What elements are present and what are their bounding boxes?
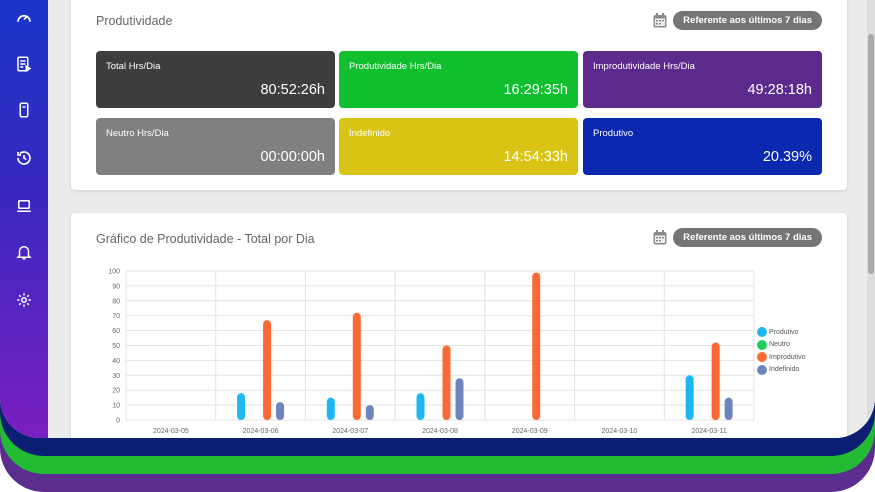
calendar-icon[interactable] (653, 230, 667, 245)
x-tick-label: 2024-03-08 (422, 428, 458, 435)
y-tick-label: 50 (112, 343, 120, 350)
calendar-icon[interactable] (653, 13, 667, 28)
stat-undefined-hours: Indefinido 14:54:33h (339, 118, 578, 175)
laptop-icon[interactable] (14, 196, 34, 216)
bar-improdutivo (532, 272, 541, 420)
scrollbar[interactable] (867, 0, 875, 438)
period-filter: Referente aos últimos 7 dias (653, 228, 822, 247)
stat-value: 00:00:00h (260, 149, 325, 165)
bar-indefinido (276, 402, 285, 420)
sidebar (0, 0, 48, 438)
stat-label: Indefinido (349, 128, 391, 139)
bar-indefinido (455, 378, 464, 420)
legend-swatch (757, 364, 767, 375)
app-screen: Produtividade Referente aos últimos 7 di… (0, 0, 875, 438)
y-tick-label: 90 (112, 283, 120, 290)
legend-label: Improdutivo (769, 353, 806, 361)
x-tick-label: 2024-03-07 (332, 428, 368, 435)
y-tick-label: 0 (116, 418, 120, 425)
stat-label: Neutro Hrs/Dia (106, 128, 169, 139)
stat-value: 80:52:26h (260, 82, 325, 98)
chart-card: Gráfico de Produtividade - Total por Dia… (71, 213, 847, 438)
stat-label: Total Hrs/Dia (106, 61, 161, 72)
legend-item[interactable]: Improdutivo (757, 351, 806, 364)
stat-unproductive-hours: Improdutividade Hrs/Dia 49:28:18h (583, 51, 822, 108)
stat-productive-percent: Produtivo 20.39% (583, 118, 822, 175)
x-tick-label: 2024-03-10 (602, 428, 638, 435)
legend-label: Produtivo (769, 328, 799, 336)
legend-swatch (757, 339, 767, 350)
y-tick-label: 70 (112, 313, 120, 320)
productivity-title: Produtividade (96, 14, 173, 28)
gear-icon[interactable] (14, 290, 34, 310)
scrollbar-thumb[interactable] (868, 34, 874, 274)
legend-label: Indefinido (769, 366, 800, 374)
stat-label: Produtividade Hrs/Dia (349, 61, 442, 72)
productivity-card: Produtividade Referente aos últimos 7 di… (71, 0, 847, 190)
bar-produtivo (416, 393, 425, 420)
legend-item[interactable]: Produtivo (757, 326, 806, 339)
x-tick-label: 2024-03-11 (691, 428, 726, 435)
stat-neutral-hours: Neutro Hrs/Dia 00:00:00h (96, 118, 335, 175)
legend-swatch (757, 352, 767, 363)
bar-improdutivo (352, 312, 361, 420)
speedometer-icon[interactable] (14, 8, 34, 28)
bar-indefinido (365, 405, 374, 420)
y-tick-label: 40 (112, 358, 120, 365)
x-tick-label: 2024-03-09 (512, 428, 548, 435)
y-tick-label: 10 (112, 403, 120, 410)
stat-value: 14:54:33h (503, 149, 568, 165)
stat-value: 49:28:18h (747, 82, 812, 98)
legend-swatch (757, 327, 767, 338)
stat-label: Improdutividade Hrs/Dia (593, 61, 695, 72)
report-icon[interactable] (14, 54, 34, 74)
period-button[interactable]: Referente aos últimos 7 dias (673, 228, 822, 247)
stat-total-hours: Total Hrs/Dia 80:52:26h (96, 51, 335, 108)
bar-produtivo (685, 375, 694, 420)
bar-improdutivo (442, 345, 451, 420)
bar-produtivo (326, 397, 335, 420)
history-icon[interactable] (14, 148, 34, 168)
bell-icon[interactable] (14, 242, 34, 262)
period-filter: Referente aos últimos 7 dias (653, 11, 822, 30)
stat-label: Produtivo (593, 128, 634, 139)
legend-item[interactable]: Neutro (757, 339, 806, 352)
y-tick-label: 20 (112, 388, 120, 395)
bar-indefinido (724, 397, 733, 420)
stat-productive-hours: Produtividade Hrs/Dia 16:29:35h (339, 51, 578, 108)
y-tick-label: 30 (112, 373, 120, 380)
bar-produtivo (237, 393, 246, 420)
chart-title: Gráfico de Produtividade - Total por Dia (96, 232, 315, 246)
bar-improdutivo (711, 342, 720, 420)
mobile-icon[interactable] (14, 100, 34, 120)
stat-value: 16:29:35h (503, 82, 568, 98)
y-tick-label: 100 (108, 269, 120, 276)
stat-value: 20.39% (762, 149, 812, 165)
legend-label: Neutro (769, 341, 791, 349)
x-tick-label: 2024-03-05 (153, 428, 189, 435)
y-tick-label: 80 (112, 298, 120, 305)
chart-legend: Produtivo Neutro Improdutivo Indefinido (757, 326, 806, 376)
legend-item[interactable]: Indefinido (757, 364, 806, 377)
bar-improdutivo (263, 320, 272, 420)
period-button[interactable]: Referente aos últimos 7 dias (673, 11, 822, 30)
x-tick-label: 2024-03-06 (243, 428, 279, 435)
productivity-bar-chart: 0 10 20 30 40 50 60 70 80 90 100 2024-03-05 2024-03-… (108, 269, 755, 435)
y-tick-label: 60 (112, 328, 120, 335)
